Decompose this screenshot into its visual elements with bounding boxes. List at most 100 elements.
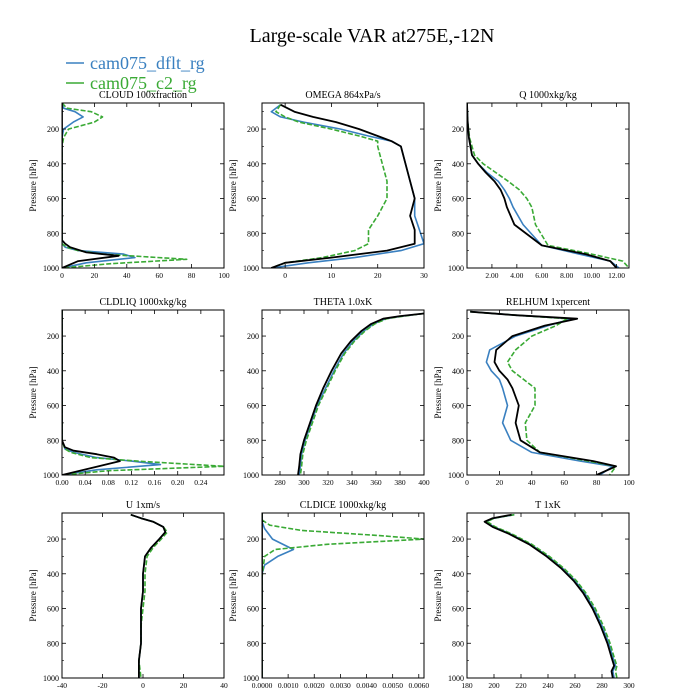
y-axis-label: Pressure [hPa] — [28, 366, 38, 418]
series-line-black — [270, 103, 416, 268]
series-line-cam075_c2_rg — [467, 103, 629, 268]
x-tick-label: 300 — [623, 681, 635, 690]
x-tick-label: 0.0030 — [330, 681, 351, 690]
panel-title: RELHUM 1xpercent — [506, 297, 590, 308]
y-tick-label: 800 — [247, 639, 259, 648]
series-group — [467, 103, 629, 268]
y-tick-label: 200 — [247, 535, 259, 544]
plot-frame — [261, 309, 425, 476]
x-tick-label: 320 — [322, 478, 334, 487]
x-tick-label: 0.24 — [194, 478, 207, 487]
x-tick-label: 260 — [569, 681, 581, 690]
panel-title: CLDLIQ 1000xkg/kg — [100, 297, 187, 308]
series-line-black — [297, 312, 424, 475]
x-tick-label: 0.0000 — [252, 681, 273, 690]
y-axis-label: Pressure [hPa] — [433, 569, 443, 621]
y-tick-label: 600 — [47, 195, 59, 204]
legend: cam075_dflt_rg cam075_c2_rg — [66, 53, 205, 93]
panel-6: U 1xm/s 200 400 600 800 1000-40 -20 0 20 40 Pressu… — [28, 500, 228, 690]
x-tick-label: -20 — [98, 681, 108, 690]
figure-title: Large-scale VAR at275E,-12N — [250, 25, 495, 47]
y-tick-label: 400 — [247, 160, 259, 169]
panel-2: Q 1000xkg/kg 200 400 600 800 1000 2.00 4.00 6.00… — [433, 90, 630, 280]
series-line-cam075_dflt_rg — [62, 310, 162, 475]
y-tick-label: 800 — [452, 229, 464, 238]
series-line-cam075_dflt_rg — [485, 513, 617, 678]
y-tick-label: 600 — [47, 605, 59, 614]
y-tick-label: 1000 — [448, 674, 464, 683]
series-line-cam075_c2_rg — [470, 310, 617, 475]
series-line-cam075_dflt_rg — [262, 513, 295, 678]
plot-frame — [61, 309, 225, 476]
y-axis-label: Pressure [hPa] — [228, 569, 238, 621]
plot-frame — [261, 102, 425, 269]
series-group — [62, 103, 188, 268]
x-tick-label: 0.0060 — [408, 681, 429, 690]
plot-frame — [466, 512, 630, 679]
x-tick-label: 0 — [141, 681, 145, 690]
x-tick-label: -40 — [57, 681, 67, 690]
y-axis-label: Pressure [hPa] — [228, 159, 238, 211]
y-tick-label: 400 — [452, 160, 464, 169]
y-tick-label: 800 — [47, 436, 59, 445]
panel-4: THETA 1.0xK 200 400 600 800 1000 280 300 320 340 3… — [243, 297, 430, 487]
x-tick-label: 60 — [155, 271, 163, 280]
panel-title: OMEGA 864xPa/s — [305, 90, 380, 101]
series-line-cam075_c2_rg — [62, 103, 188, 268]
y-tick-label: 400 — [247, 570, 259, 579]
x-tick-label: 6.00 — [535, 271, 548, 280]
x-tick-label: 400 — [418, 478, 430, 487]
panel-grid: CLOUD 100xfraction 200 400 600 800 1000 0 20 40 6… — [28, 90, 635, 690]
y-tick-label: 200 — [452, 535, 464, 544]
series-line-black — [130, 513, 167, 678]
y-tick-label: 600 — [247, 605, 259, 614]
x-tick-label: 0.0020 — [304, 681, 325, 690]
x-tick-label: 60 — [560, 478, 568, 487]
x-tick-label: 0.20 — [171, 478, 184, 487]
y-tick-label: 400 — [47, 160, 59, 169]
panel-title: U 1xm/s — [126, 500, 160, 511]
series-line-cam075_dflt_rg — [298, 312, 424, 475]
x-tick-label: 0.12 — [125, 478, 138, 487]
y-tick-label: 600 — [247, 195, 259, 204]
x-tick-label: 240 — [542, 681, 554, 690]
y-tick-label: 800 — [247, 436, 259, 445]
y-tick-label: 600 — [452, 402, 464, 411]
series-line-black — [467, 103, 618, 268]
x-tick-label: 0.00 — [55, 478, 68, 487]
x-tick-label: 20 — [496, 478, 504, 487]
x-tick-label: 200 — [488, 681, 500, 690]
x-tick-label: 380 — [394, 478, 406, 487]
y-tick-label: 800 — [47, 229, 59, 238]
series-line-black — [62, 103, 120, 268]
panel-title: CLOUD 100xfraction — [99, 90, 187, 101]
y-axis-label: Pressure [hPa] — [433, 366, 443, 418]
x-tick-label: 360 — [370, 478, 382, 487]
plot-frame — [61, 102, 225, 269]
y-tick-label: 1000 — [43, 264, 59, 273]
series-line-cam075_c2_rg — [262, 513, 424, 678]
series-line-cam075_dflt_rg — [270, 104, 424, 268]
x-tick-label: 40 — [220, 681, 228, 690]
x-tick-label: 0.0050 — [382, 681, 403, 690]
x-tick-label: 100 — [623, 478, 635, 487]
series-line-cam075_dflt_rg — [470, 310, 614, 475]
series-line-cam075_c2_rg — [271, 104, 388, 268]
series-group — [470, 310, 617, 475]
y-tick-label: 600 — [47, 402, 59, 411]
y-tick-label: 800 — [247, 229, 259, 238]
x-tick-label: 80 — [593, 478, 601, 487]
x-tick-label: 0.08 — [102, 478, 115, 487]
x-tick-label: 100 — [218, 271, 230, 280]
y-tick-label: 400 — [452, 570, 464, 579]
panel-title: CLDICE 1000xkg/kg — [300, 500, 386, 511]
y-tick-label: 800 — [452, 436, 464, 445]
x-tick-label: 8.00 — [560, 271, 573, 280]
panel-title: Q 1000xkg/kg — [519, 90, 577, 101]
x-tick-label: 20 — [91, 271, 99, 280]
x-tick-label: 10 — [328, 271, 336, 280]
